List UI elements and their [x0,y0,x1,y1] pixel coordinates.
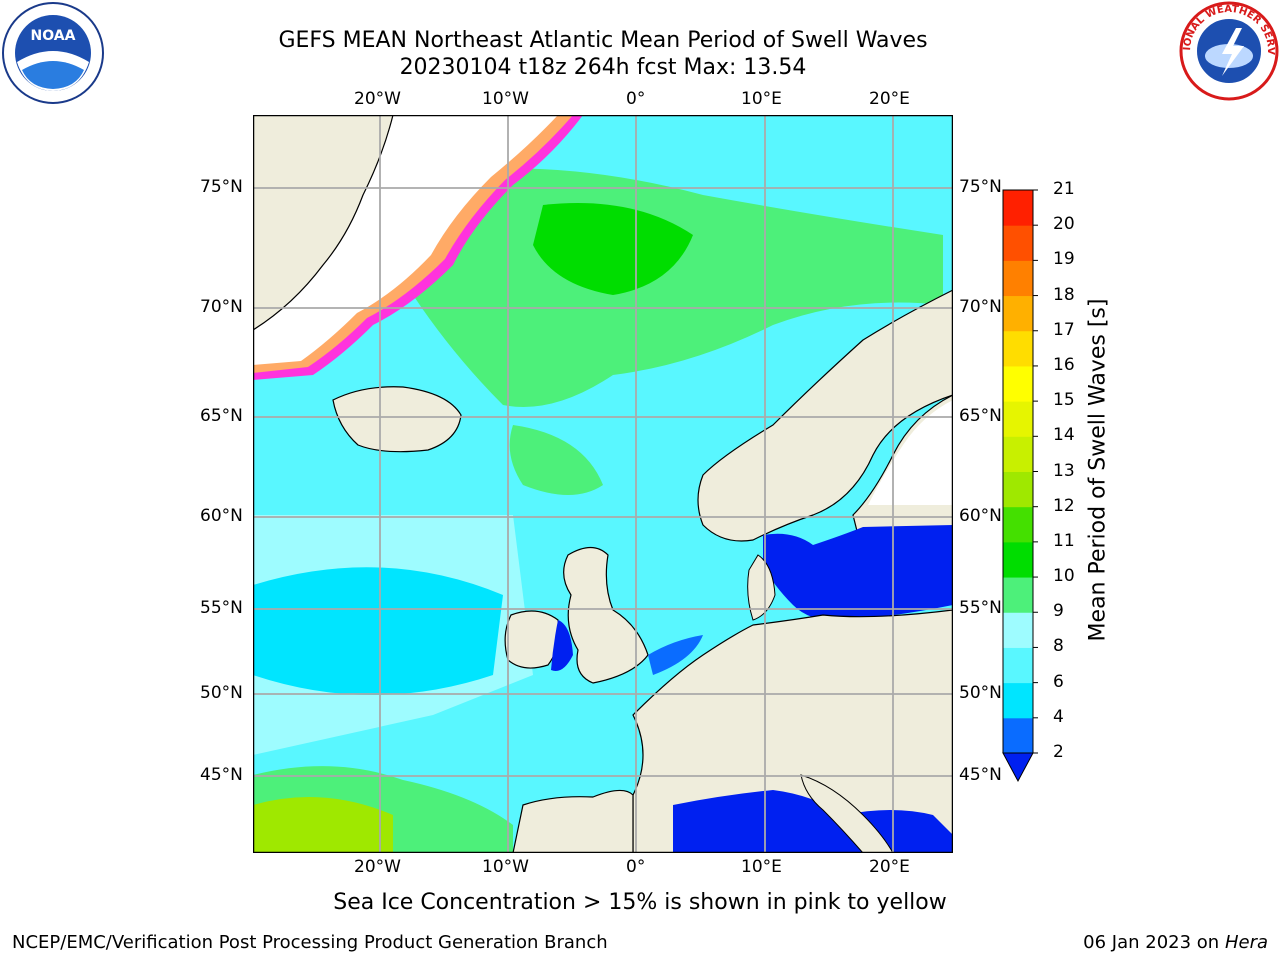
colorbar-segment [1003,330,1033,367]
lat-tick-right: 70°N [959,297,1002,317]
chart-subtitle: 20230104 t18z 264h fcst Max: 13.54 [399,55,807,80]
lon-tick-bottom: 20°E [869,857,910,877]
colorbar-level-label: 14 [1053,425,1075,446]
lat-tick-left: 75°N [200,177,243,197]
italy-land [800,774,894,853]
lon-tick-bottom: 0° [626,857,646,877]
lat-tick-right: 75°N [959,177,1002,197]
colorbar-segment [1003,612,1033,648]
lon-tick-bottom: 10°E [741,857,782,877]
lon-tick-top: 0° [626,89,646,109]
colorbar-level-label: 12 [1053,495,1075,516]
colorbar-segment [1003,436,1033,472]
lat-tick-left: 70°N [200,297,243,317]
swell-band-darkgreen [533,203,693,295]
footer-credit: NCEP/EMC/Verification Post Processing Pr… [12,932,608,953]
footer-date-text: 06 Jan 2023 on [1083,932,1225,953]
graticule [253,115,953,853]
greenland-land [253,115,394,331]
norway-land [697,289,953,542]
colorbar-segment [1003,682,1033,719]
north-sea-coast [648,635,703,675]
lon-tick-top: 10°W [482,89,529,109]
iberia-land [512,789,634,853]
colorbar-level-label: 9 [1053,601,1064,622]
colorbar-level-label: 21 [1053,179,1075,199]
noaa-logo: NOAA [2,2,104,104]
colorbar-level-label: 13 [1053,460,1075,481]
colorbar-segment [1003,577,1033,613]
colorbar-level-label: 18 [1053,284,1075,305]
nws-logo: NATIONAL WEATHER SERVICE [1178,0,1279,101]
swell-band-cyan [253,567,503,695]
colorbar-segment [1003,365,1033,402]
colorbar-level-label: 2 [1053,742,1064,762]
lat-tick-left: 55°N [200,598,243,618]
lat-tick-left: 45°N [200,765,243,785]
lon-tick-top: 20°E [869,89,910,109]
colorbar-level-label: 10 [1053,566,1075,587]
chart-title: GEFS MEAN Northeast Atlantic Mean Period… [278,28,928,53]
colorbar-segment [1003,190,1033,226]
lat-tick-left: 65°N [200,406,243,426]
colorbar-level-label: 16 [1053,354,1075,375]
colorbar-segment [1003,471,1033,508]
footer-host: Hera [1224,932,1268,953]
colorbar-segment [1003,295,1033,332]
lon-tick-bottom: 10°W [482,857,529,877]
colorbar-segment [1003,717,1033,754]
sea-ice-note: Sea Ice Concentration > 15% is shown in … [333,890,947,915]
footer-date: 06 Jan 2023 on Hera [1083,932,1268,953]
gulf-bothnia-ice [868,400,953,505]
swell-patch-green [509,425,603,495]
great-britain-land [563,546,649,684]
lon-tick-bottom: 20°W [354,857,401,877]
colorbar-level-label: 11 [1053,530,1075,551]
colorbar-level-label: 19 [1053,249,1075,270]
lat-tick-right: 50°N [959,683,1002,703]
baltic-sea [763,525,953,621]
lon-tick-top: 20°W [354,89,401,109]
map-frame [253,115,953,853]
ireland-land [504,610,560,669]
colorbar-segment [1003,260,1033,297]
lat-tick-left: 60°N [200,506,243,526]
colorbar-segment [1003,225,1033,261]
colorbar-title: Mean Period of Swell Waves [s] [1085,298,1111,642]
colorbar-segment [1003,541,1033,578]
irish-sea [551,620,573,671]
colorbar-level-label: 15 [1053,390,1075,411]
colorbar-level-label: 6 [1053,671,1064,692]
lat-tick-right: 65°N [959,406,1002,426]
colorbar [1002,189,1038,783]
colorbar-segment [1003,506,1033,543]
colorbar-level-label: 20 [1053,214,1075,235]
colorbar-level-label: 8 [1053,636,1064,657]
lat-tick-right: 55°N [959,598,1002,618]
lon-tick-top: 10°E [741,89,782,109]
colorbar-segment [1003,647,1033,684]
map-panel [253,115,953,853]
colorbar-level-label: 17 [1053,319,1075,340]
iceland-land [332,386,462,453]
lat-tick-right: 60°N [959,506,1002,526]
colorbar-segment [1003,401,1033,437]
colorbar-extend-arrow [1002,752,1034,783]
lat-tick-left: 50°N [200,683,243,703]
lat-tick-right: 45°N [959,765,1002,785]
colorbar-level-label: 4 [1053,706,1064,727]
noaa-logo-text: NOAA [31,28,76,44]
swell-band-yellowgreen-sw [253,797,393,853]
